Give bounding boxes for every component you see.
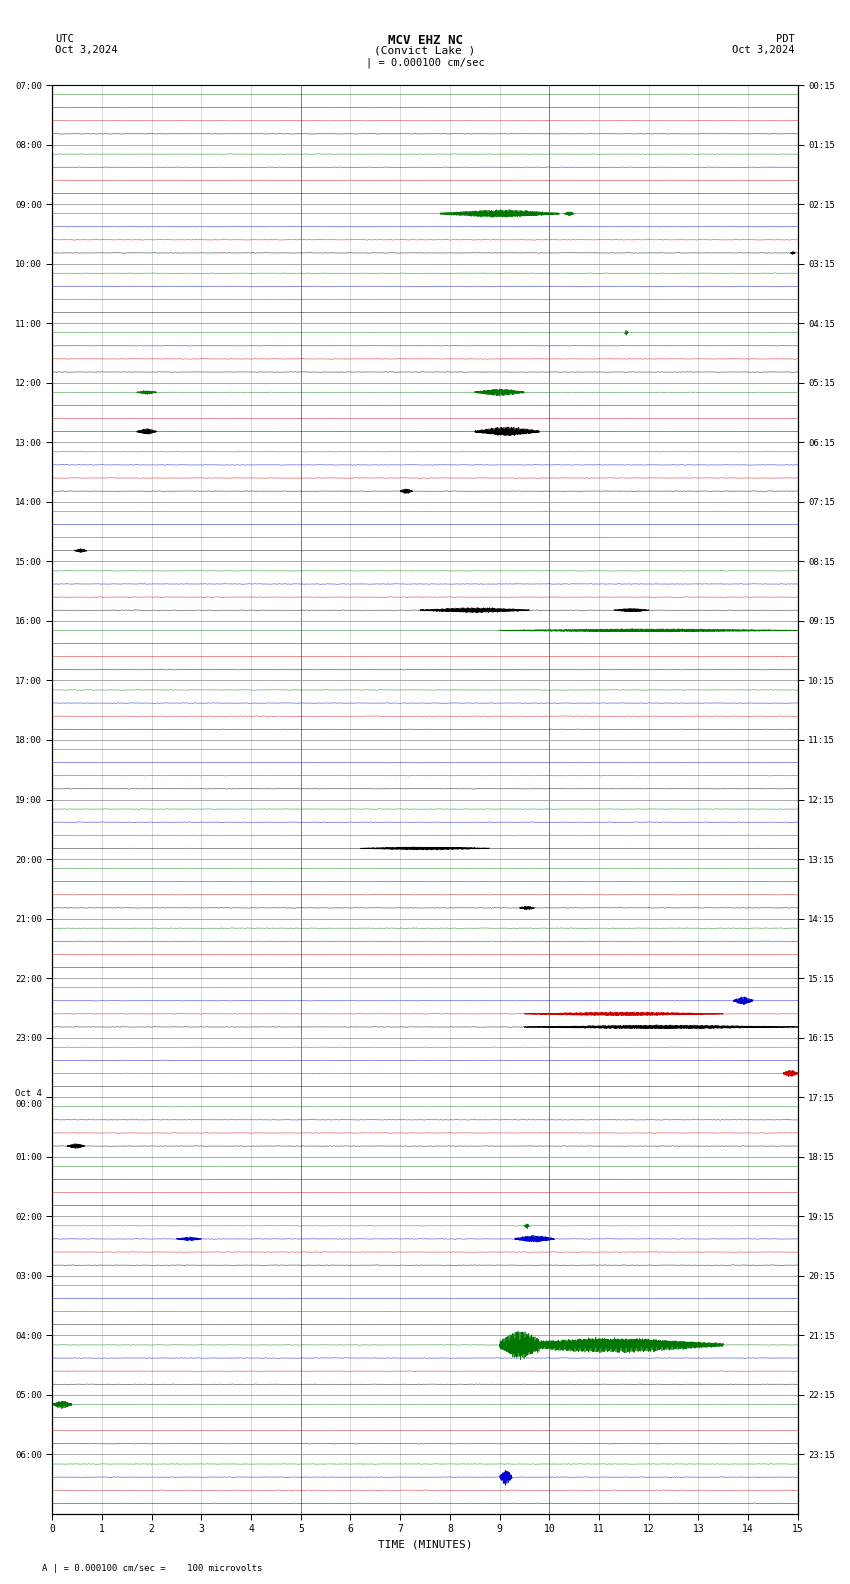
Text: (Convict Lake ): (Convict Lake ) (374, 46, 476, 55)
Text: PDT: PDT (776, 33, 795, 44)
Text: Oct 3,2024: Oct 3,2024 (55, 44, 118, 55)
Text: Oct 3,2024: Oct 3,2024 (732, 44, 795, 55)
Text: UTC: UTC (55, 33, 74, 44)
Text: A | = 0.000100 cm/sec =    100 microvolts: A | = 0.000100 cm/sec = 100 microvolts (42, 1563, 263, 1573)
X-axis label: TIME (MINUTES): TIME (MINUTES) (377, 1540, 473, 1551)
Text: MCV EHZ NC: MCV EHZ NC (388, 33, 462, 48)
Text: | = 0.000100 cm/sec: | = 0.000100 cm/sec (366, 57, 484, 68)
